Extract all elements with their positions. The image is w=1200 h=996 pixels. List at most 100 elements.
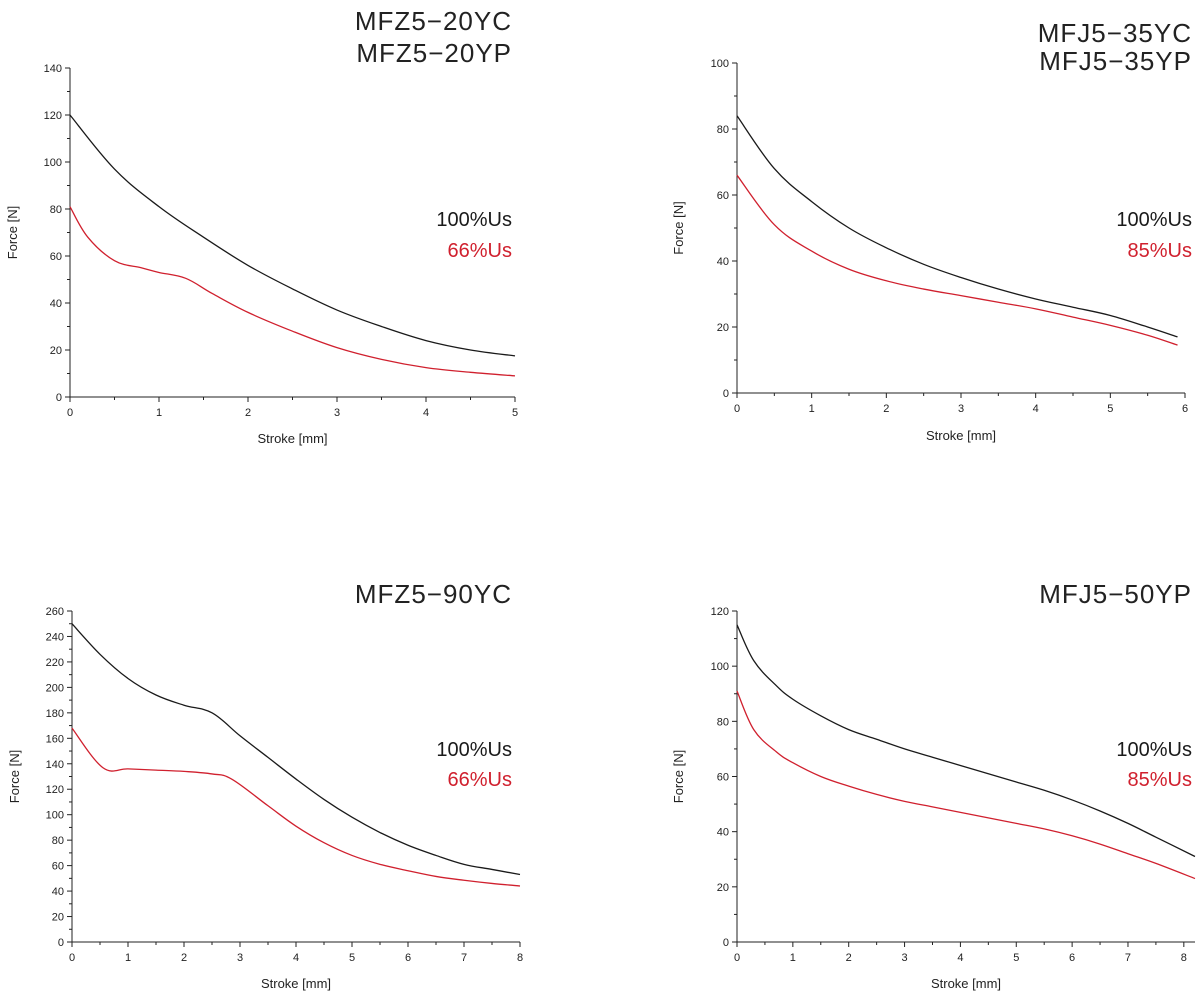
x-tick-label: 3 bbox=[958, 403, 964, 415]
y-tick-label: 20 bbox=[50, 345, 62, 357]
y-tick-label: 40 bbox=[52, 886, 64, 898]
chart-title: MFJ5−35YC bbox=[1038, 18, 1192, 48]
y-tick-label: 80 bbox=[52, 835, 64, 847]
x-tick-label: 8 bbox=[1181, 952, 1187, 964]
x-tick-label: 2 bbox=[245, 407, 251, 419]
x-tick-label: 5 bbox=[512, 407, 518, 419]
x-tick-label: 5 bbox=[349, 952, 355, 964]
legend-entry-reduced: 66%Us bbox=[448, 240, 512, 262]
x-tick-label: 6 bbox=[1069, 952, 1075, 964]
x-tick-label: 7 bbox=[461, 952, 467, 964]
series-line-reduced-voltage bbox=[736, 174, 1178, 346]
chart-title: MFJ5−50YP bbox=[1039, 579, 1192, 609]
series-line-reduced-voltage bbox=[736, 690, 1196, 880]
x-tick-label: 3 bbox=[334, 407, 340, 419]
x-tick-label: 4 bbox=[423, 407, 429, 419]
chart-panel-3: 0 20 40 60 80 100 120 140 160 180 200 220 240 260 0 1 2 3… bbox=[7, 579, 523, 991]
x-tick-label: 0 bbox=[734, 403, 740, 415]
y-tick-label: 40 bbox=[717, 256, 729, 268]
y-tick-label: 160 bbox=[46, 733, 64, 745]
y-tick-label: 180 bbox=[46, 708, 64, 720]
x-tick-label: 5 bbox=[1107, 403, 1113, 415]
chart-title: MFZ5−90YC bbox=[355, 579, 512, 609]
series-line-full-voltage bbox=[736, 115, 1178, 338]
y-tick-label: 20 bbox=[52, 912, 64, 924]
y-tick-label: 100 bbox=[44, 157, 62, 169]
legend-entry-reduced: 85%Us bbox=[1128, 240, 1192, 262]
x-tick-label: 6 bbox=[1182, 403, 1188, 415]
legend-entry-full: 100%Us bbox=[1116, 739, 1192, 761]
y-tick-label: 120 bbox=[711, 606, 729, 618]
x-tick-label: 0 bbox=[734, 952, 740, 964]
y-axis-label: Force [N] bbox=[5, 206, 20, 259]
y-tick-label: 60 bbox=[50, 251, 62, 263]
x-tick-label: 2 bbox=[846, 952, 852, 964]
legend-entry-reduced: 66%Us bbox=[448, 769, 512, 791]
x-tick-label: 2 bbox=[181, 952, 187, 964]
y-tick-label: 80 bbox=[50, 204, 62, 216]
y-tick-label: 140 bbox=[46, 759, 64, 771]
chart-title: MFZ5−20YC bbox=[355, 6, 512, 36]
y-tick-label: 40 bbox=[717, 827, 729, 839]
y-tick-label: 60 bbox=[717, 772, 729, 784]
x-tick-label: 1 bbox=[790, 952, 796, 964]
y-tick-label: 0 bbox=[58, 937, 64, 949]
y-tick-label: 100 bbox=[46, 810, 64, 822]
series-line-full-voltage bbox=[71, 623, 521, 876]
y-tick-label: 20 bbox=[717, 322, 729, 334]
chart-panel-2: 0 20 40 60 80 100 0 1 2 3 4 5 6 Stroke [mm] Force [N] M… bbox=[671, 18, 1192, 443]
x-tick-label: 6 bbox=[405, 952, 411, 964]
series-line-full-voltage bbox=[736, 624, 1196, 858]
x-tick-label: 4 bbox=[1033, 403, 1039, 415]
legend-entry-reduced: 85%Us bbox=[1128, 769, 1192, 791]
x-tick-label: 2 bbox=[883, 403, 889, 415]
chart-panel-4: 0 20 40 60 80 100 120 0 1 2 3 4 5 6 7 8 Stroke [mm] Force… bbox=[671, 579, 1196, 991]
chart-subtitle: MFJ5−35YP bbox=[1039, 46, 1192, 76]
x-tick-label: 4 bbox=[293, 952, 299, 964]
y-tick-label: 220 bbox=[46, 657, 64, 669]
y-axis-label: Force [N] bbox=[671, 201, 686, 254]
x-axis-label: Stroke [mm] bbox=[261, 976, 331, 991]
x-axis-label: Stroke [mm] bbox=[931, 976, 1001, 991]
y-tick-label: 40 bbox=[50, 298, 62, 310]
series-line-reduced-voltage bbox=[69, 206, 516, 377]
y-tick-label: 20 bbox=[717, 882, 729, 894]
x-tick-label: 8 bbox=[517, 952, 523, 964]
y-tick-label: 60 bbox=[52, 861, 64, 873]
legend-entry-full: 100%Us bbox=[436, 739, 512, 761]
chart-subtitle: MFZ5−20YP bbox=[356, 38, 512, 68]
y-tick-label: 240 bbox=[46, 631, 64, 643]
y-tick-label: 80 bbox=[717, 716, 729, 728]
x-tick-label: 0 bbox=[69, 952, 75, 964]
y-tick-label: 0 bbox=[723, 937, 729, 949]
legend-entry-full: 100%Us bbox=[1116, 209, 1192, 231]
y-axis-label: Force [N] bbox=[671, 750, 686, 803]
x-tick-label: 1 bbox=[156, 407, 162, 419]
x-axis-label: Stroke [mm] bbox=[926, 428, 996, 443]
x-axis-label: Stroke [mm] bbox=[257, 431, 327, 446]
x-tick-label: 0 bbox=[67, 407, 73, 419]
x-tick-label: 1 bbox=[125, 952, 131, 964]
series-line-reduced-voltage bbox=[71, 727, 521, 887]
y-tick-label: 200 bbox=[46, 682, 64, 694]
x-tick-label: 4 bbox=[957, 952, 963, 964]
y-tick-label: 100 bbox=[711, 661, 729, 673]
x-tick-label: 3 bbox=[237, 952, 243, 964]
series-line-full-voltage bbox=[69, 114, 516, 357]
y-tick-label: 0 bbox=[723, 388, 729, 400]
y-axis-label: Force [N] bbox=[7, 750, 22, 803]
chart-panel-1: 0 20 40 60 80 100 120 140 0 1 2 3 4 5 Stroke [mm] Force… bbox=[5, 6, 518, 446]
y-tick-label: 0 bbox=[56, 392, 62, 404]
x-tick-label: 5 bbox=[1013, 952, 1019, 964]
y-tick-label: 140 bbox=[44, 63, 62, 75]
legend-entry-full: 100%Us bbox=[436, 209, 512, 231]
y-tick-label: 80 bbox=[717, 124, 729, 136]
y-tick-label: 60 bbox=[717, 190, 729, 202]
x-tick-label: 3 bbox=[901, 952, 907, 964]
y-tick-label: 100 bbox=[711, 58, 729, 70]
x-tick-label: 1 bbox=[809, 403, 815, 415]
y-tick-label: 260 bbox=[46, 606, 64, 618]
y-tick-label: 120 bbox=[44, 110, 62, 122]
x-tick-label: 7 bbox=[1125, 952, 1131, 964]
